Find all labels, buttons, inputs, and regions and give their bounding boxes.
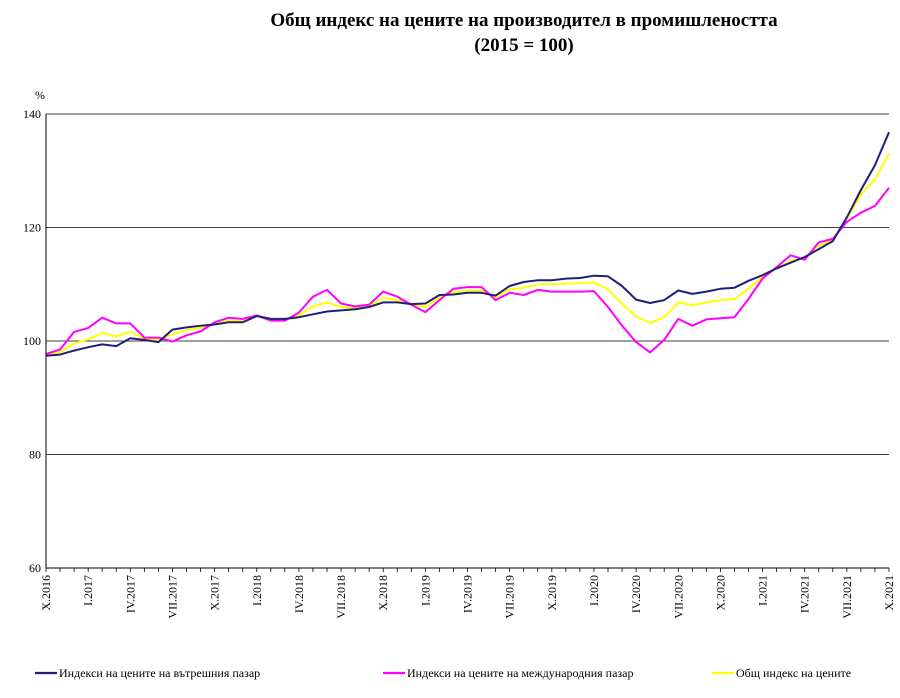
x-tick-label: X.2016 xyxy=(39,575,53,611)
chart-title: Общ индекс на цените на производител в п… xyxy=(270,10,778,31)
axes xyxy=(45,114,890,572)
x-tick-label: IV.2021 xyxy=(798,575,812,613)
chart-title-block: Общ индекс на цените на производител в п… xyxy=(0,8,900,58)
series-line-1 xyxy=(45,131,890,357)
chart-subtitle: (2015 = 100) xyxy=(474,35,574,56)
x-tick-label: X.2019 xyxy=(545,575,559,611)
y-tick-label: 140 xyxy=(23,107,41,121)
x-tick-label: X.2017 xyxy=(208,575,222,611)
x-tick-label: I.2017 xyxy=(81,575,95,606)
legend-item-1: Индекси на цените на вътрешния пазар xyxy=(35,666,260,680)
y-tick-label: 80 xyxy=(29,448,41,462)
x-tick-label: VII.2020 xyxy=(671,575,685,619)
legend-label: Индекси на цените на международния пазар xyxy=(407,666,633,680)
x-tick-label: IV.2019 xyxy=(461,575,475,613)
legend-item-3: Общ индекс на цените xyxy=(712,666,851,680)
x-tick-labels: X.2016 I.2017 IV.2017 VII.2017 X.2017 I.2018 I… xyxy=(39,575,896,619)
x-tick-label: VII.2018 xyxy=(334,575,348,619)
x-tick-label: IV.2020 xyxy=(629,575,643,613)
y-tick-label: 120 xyxy=(23,221,41,235)
y-axis-unit-label: % xyxy=(35,88,45,102)
legend: Индекси на цените на вътрешния пазар Инде… xyxy=(35,666,851,680)
legend-label: Общ индекс на цените xyxy=(736,666,851,680)
series-line-3 xyxy=(45,153,890,357)
legend-item-2: Индекси на цените на международния пазар xyxy=(383,666,633,680)
x-tick-label: I.2019 xyxy=(418,575,432,606)
x-tick-label: X.2020 xyxy=(713,575,727,611)
x-tick-label: IV.2017 xyxy=(123,575,137,613)
y-tick-label: 60 xyxy=(29,561,41,575)
x-tick-label: X.2018 xyxy=(376,575,390,611)
y-tick-labels: 60 80 100 120 140 xyxy=(23,107,41,575)
x-tick-label: I.2018 xyxy=(250,575,264,606)
legend-label: Индекси на цените на вътрешния пазар xyxy=(59,666,260,680)
x-tick-label: IV.2018 xyxy=(292,575,306,613)
y-tick-label: 100 xyxy=(23,334,41,348)
series-line-2 xyxy=(45,187,890,356)
x-tick-label: X.2021 xyxy=(882,575,896,611)
x-tick-label: I.2021 xyxy=(756,575,770,606)
x-tick-label: VII.2017 xyxy=(165,575,179,619)
series-lines xyxy=(45,131,890,357)
x-tick-label: VII.2021 xyxy=(840,575,854,619)
x-tick-label: I.2020 xyxy=(587,575,601,606)
x-tick-label: VII.2019 xyxy=(503,575,517,619)
